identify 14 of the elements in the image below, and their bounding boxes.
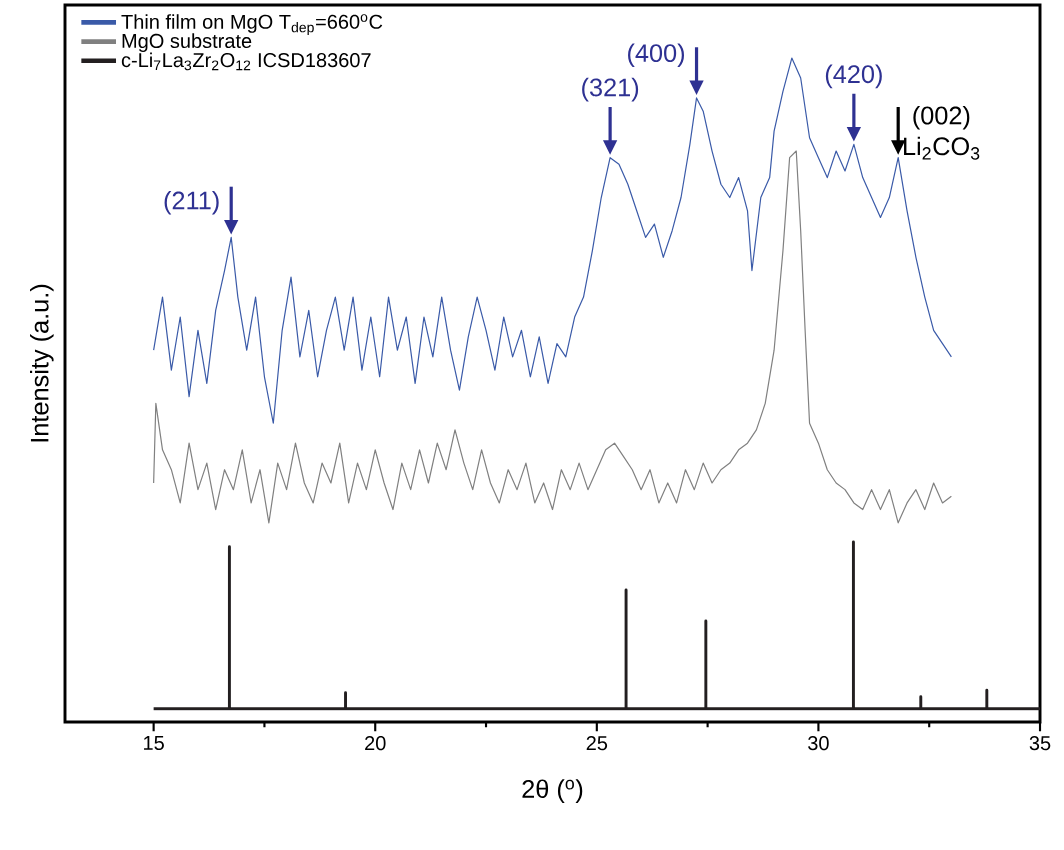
annotation: (420) [825, 64, 882, 89]
annotation: (400) [628, 43, 685, 68]
annotation: (211) [164, 190, 219, 215]
annotation: Li$_{2}$CO$_{3}$ [904, 136, 980, 160]
y-axis-title: Intensity (a.u.) [30, 284, 54, 442]
text: c-Li$_{7}$La$_{3}$Zr$_{2}$O$_{12}$ ICSD183607 [121, 52, 371, 71]
annotation: (321) [582, 77, 639, 102]
x-tick-label: 35 [1029, 736, 1051, 751]
annotation: (002) [913, 105, 970, 130]
x-tick-label: 30 [808, 736, 829, 751]
x-axis-title: 2θ ($^{o}$) [522, 779, 583, 803]
x-tick-label: 25 [586, 736, 608, 751]
x-tick-label: 15 [144, 736, 164, 750]
x-tick-label: 20 [365, 736, 386, 751]
